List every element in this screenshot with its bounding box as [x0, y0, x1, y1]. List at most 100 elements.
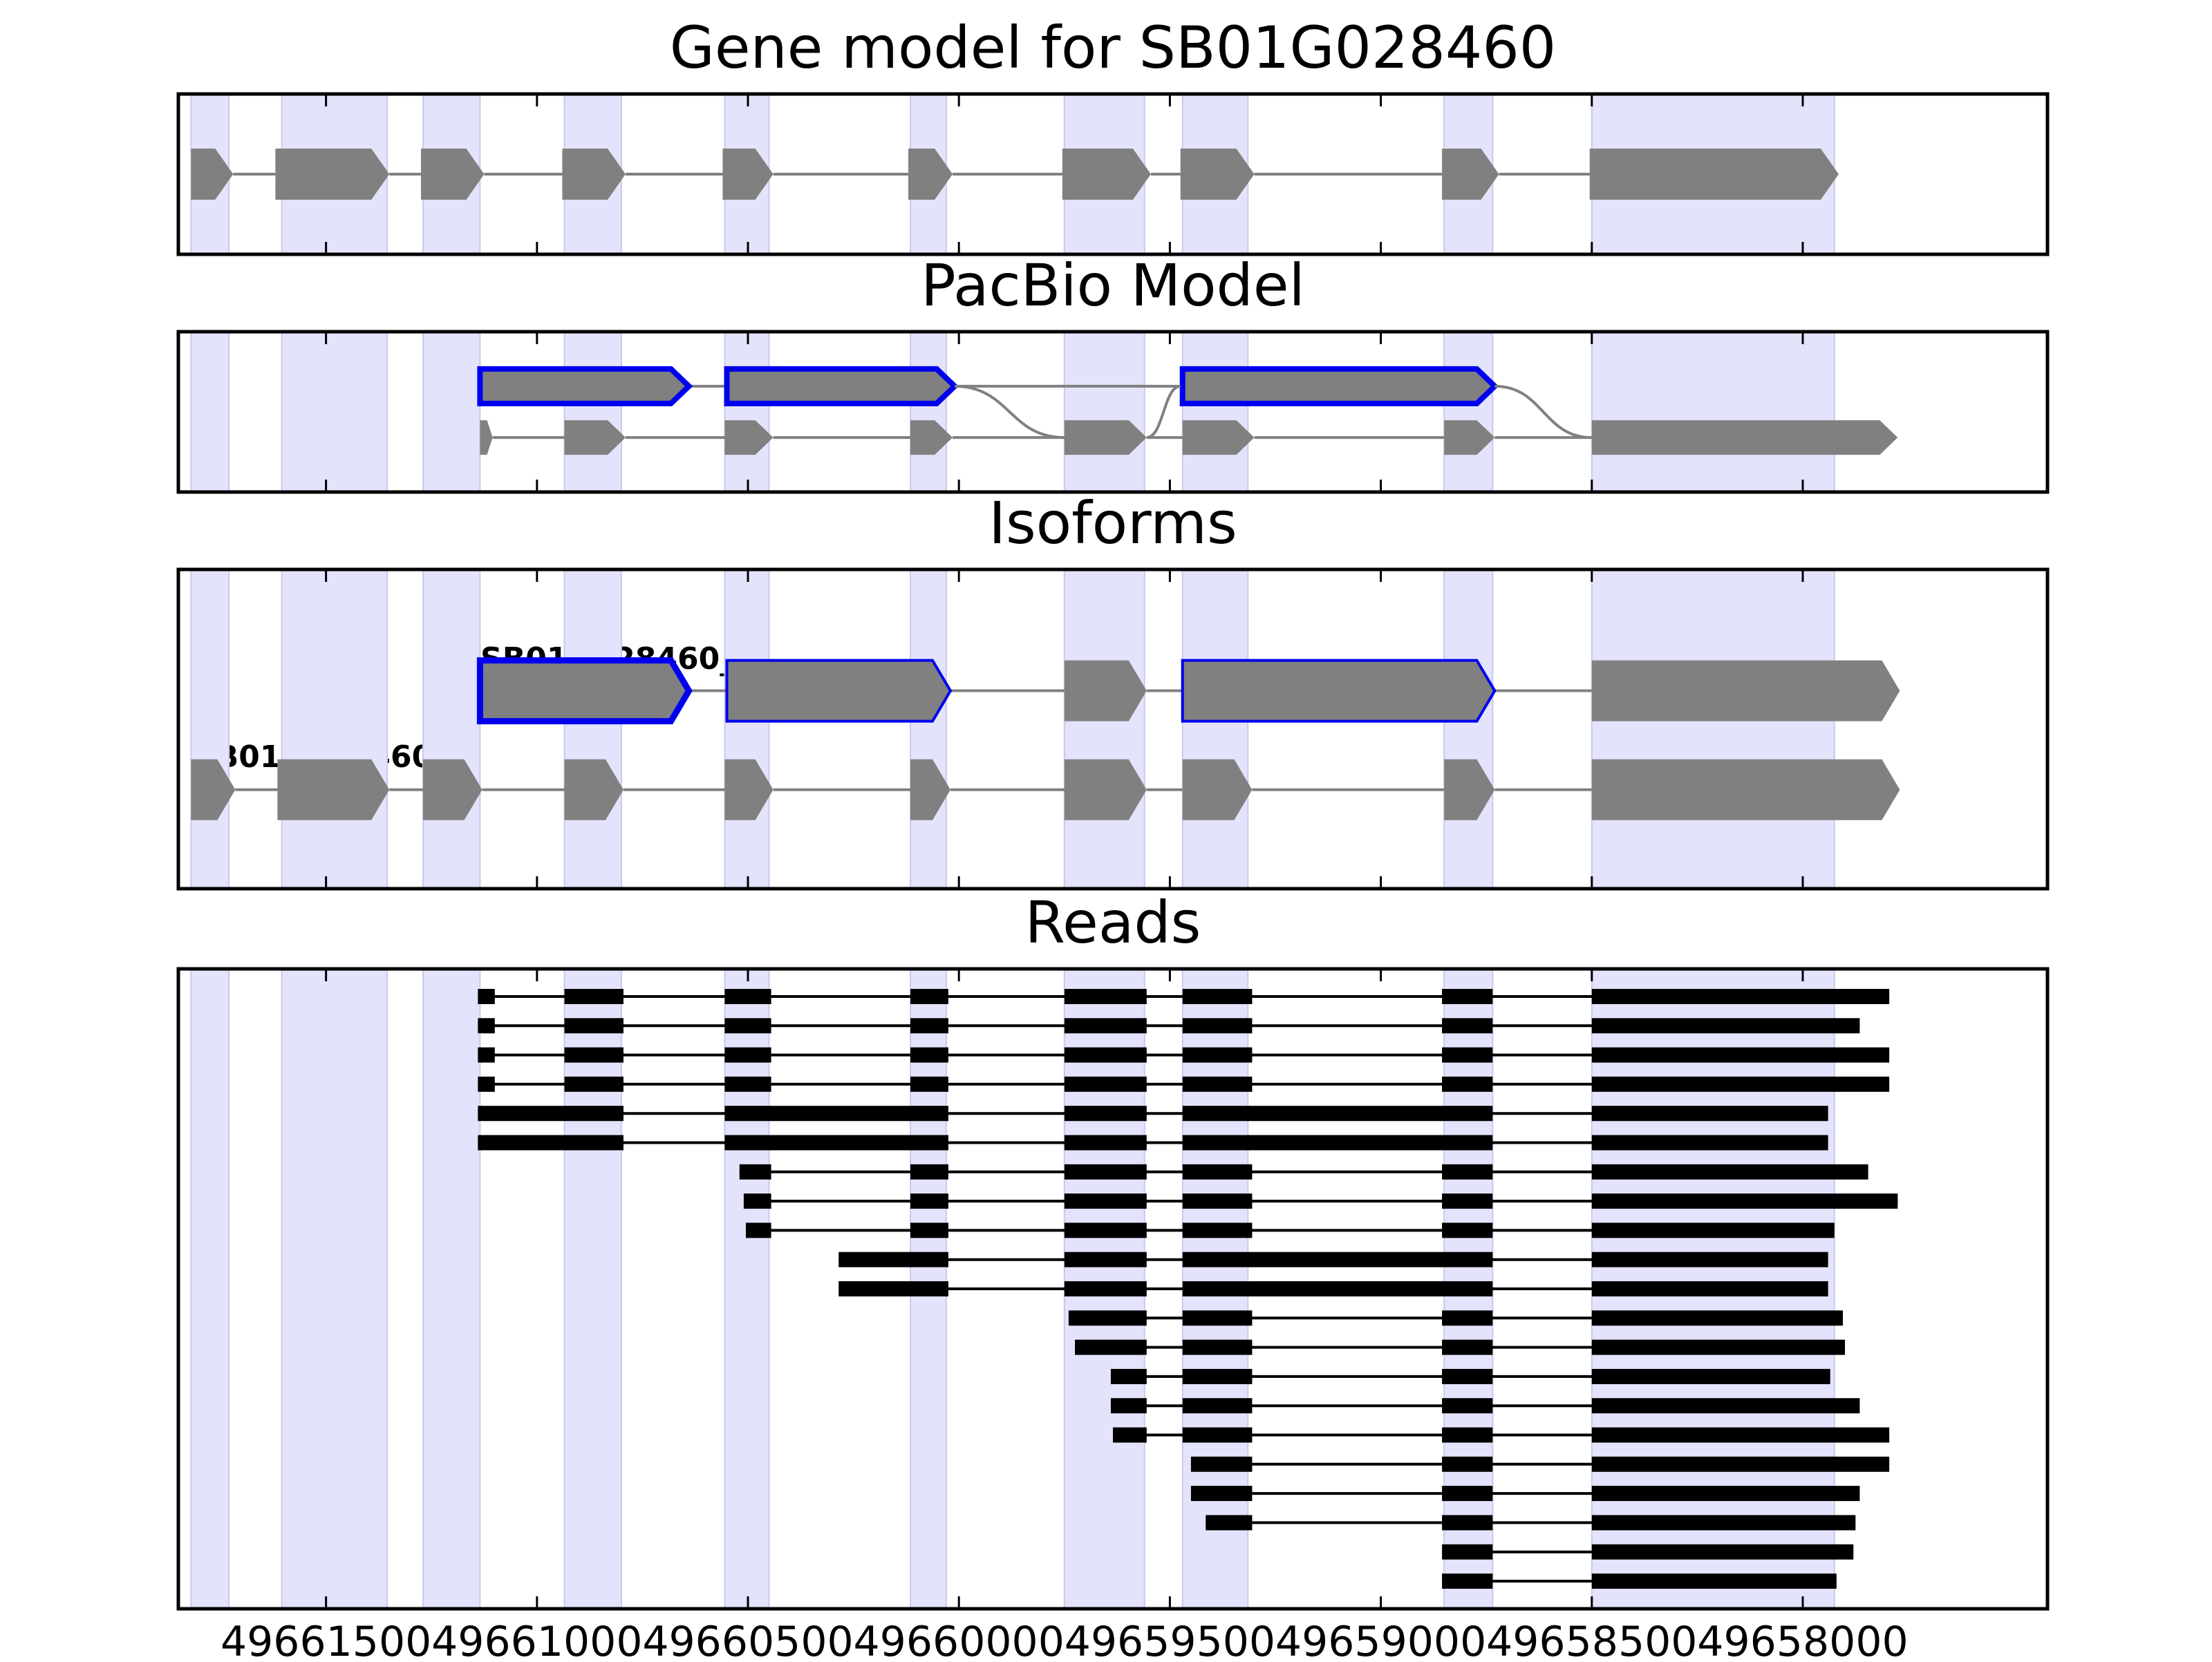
exon-arrow: [1062, 149, 1151, 200]
exon-arrow: [564, 420, 626, 455]
read-block: [1591, 1310, 1843, 1326]
exon-arrow: [1444, 759, 1495, 820]
exon-arrow: [910, 420, 953, 455]
exon-arrow: [564, 759, 624, 820]
read-block: [1182, 1018, 1253, 1034]
read-block: [1206, 1515, 1253, 1531]
exon-arrow: [1180, 149, 1255, 200]
x-tick-label: 49658500: [1486, 1618, 1697, 1659]
read-block: [1182, 1135, 1493, 1151]
read-block: [1591, 1252, 1828, 1267]
panel-frame: [176, 567, 2050, 891]
exon-arrow: [1064, 759, 1147, 820]
read-block: [1591, 1427, 1890, 1443]
read-block: [1442, 1515, 1493, 1531]
exon-region-band: [422, 968, 481, 1609]
read-block: [1442, 1193, 1493, 1209]
read-block: [1442, 1486, 1493, 1502]
read-block: [910, 1047, 948, 1063]
exon-region-band: [1591, 569, 1835, 889]
read-block: [1182, 1047, 1253, 1063]
exon-region-band: [422, 331, 481, 493]
exon-region-band: [1063, 331, 1145, 493]
highlighted-exon: [724, 366, 959, 406]
isoform-link-curve: [1494, 384, 1592, 440]
exon-region-band: [422, 569, 481, 889]
read-block: [1442, 1574, 1493, 1589]
read-block: [910, 989, 948, 1004]
read-block: [1064, 989, 1147, 1004]
exon-arrow: [277, 759, 390, 820]
read-block: [1190, 1456, 1253, 1472]
read-block: [1591, 1574, 1837, 1589]
exon-region-band: [1181, 569, 1249, 889]
exon-arrow: [191, 149, 234, 200]
exon-arrow: [423, 759, 482, 820]
exon-arrow: [722, 149, 774, 200]
x-tick-label: 49660000: [854, 1618, 1065, 1659]
panel-title-reads: Reads: [1025, 889, 1201, 956]
exon-region-band: [1063, 569, 1145, 889]
exon-arrow: [1589, 149, 1839, 200]
exon-arrow: [191, 759, 236, 820]
exon-region-band: [910, 569, 947, 889]
read-block: [1064, 1222, 1147, 1238]
read-block: [1064, 1135, 1147, 1151]
highlighted-exon: [1181, 659, 1497, 723]
exon-arrow: [1064, 660, 1147, 721]
read-block: [1442, 989, 1493, 1004]
exon-region-band: [910, 331, 947, 493]
read-block: [1064, 1076, 1147, 1092]
panel-frame: [176, 967, 2050, 1611]
exon-arrow: [480, 420, 493, 455]
exon-arrow: [421, 149, 485, 200]
read-block: [564, 1076, 624, 1092]
read-block: [1190, 1486, 1253, 1502]
read-block: [1591, 1222, 1835, 1238]
read-block: [1182, 1310, 1253, 1326]
read-block: [478, 989, 495, 1004]
read-block: [1591, 1368, 1830, 1384]
exon-arrow: [1591, 759, 1900, 820]
read-block: [1075, 1339, 1147, 1355]
read-block: [1591, 989, 1890, 1004]
read-block: [724, 1106, 948, 1122]
read-block: [1182, 1076, 1253, 1092]
highlighted-exon: [476, 657, 693, 725]
read-block: [1591, 1486, 1860, 1502]
highlighted-exon: [1179, 366, 1499, 406]
exon-region-band: [190, 968, 230, 1609]
read-block: [1110, 1368, 1147, 1384]
read-block: [1064, 1047, 1147, 1063]
exon-region-band: [563, 569, 622, 889]
read-block: [1064, 1281, 1147, 1296]
read-block: [1442, 1544, 1493, 1560]
read-block: [1064, 1164, 1147, 1180]
exon-arrow: [1442, 149, 1499, 200]
panel-title-gene-model: Gene model for SB01G028460: [670, 14, 1556, 82]
exon-region-band: [724, 569, 770, 889]
exon-region-band: [281, 331, 388, 493]
read-block: [1068, 1310, 1147, 1326]
read-block: [1591, 1076, 1890, 1092]
exon-arrow: [724, 759, 774, 820]
read-block: [1182, 1106, 1493, 1122]
read-block: [1442, 1339, 1493, 1355]
read-block: [478, 1018, 495, 1034]
read-block: [1110, 1398, 1147, 1414]
exon-arrow: [1182, 420, 1255, 455]
x-tick-label: 49661000: [431, 1618, 642, 1659]
read-block: [1591, 1193, 1898, 1209]
read-block: [1442, 1398, 1493, 1414]
read-block: [478, 1106, 624, 1122]
read-block: [1182, 1339, 1253, 1355]
highlighted-exon: [477, 366, 693, 406]
read-block: [1591, 1018, 1860, 1034]
x-tick-label: 49659000: [1275, 1618, 1486, 1659]
read-block: [1182, 1252, 1493, 1267]
read-block: [478, 1047, 495, 1063]
exon-arrow: [1064, 420, 1147, 455]
exon-arrow: [1591, 660, 1900, 721]
read-block: [910, 1018, 948, 1034]
exon-region-band: [563, 968, 622, 1609]
